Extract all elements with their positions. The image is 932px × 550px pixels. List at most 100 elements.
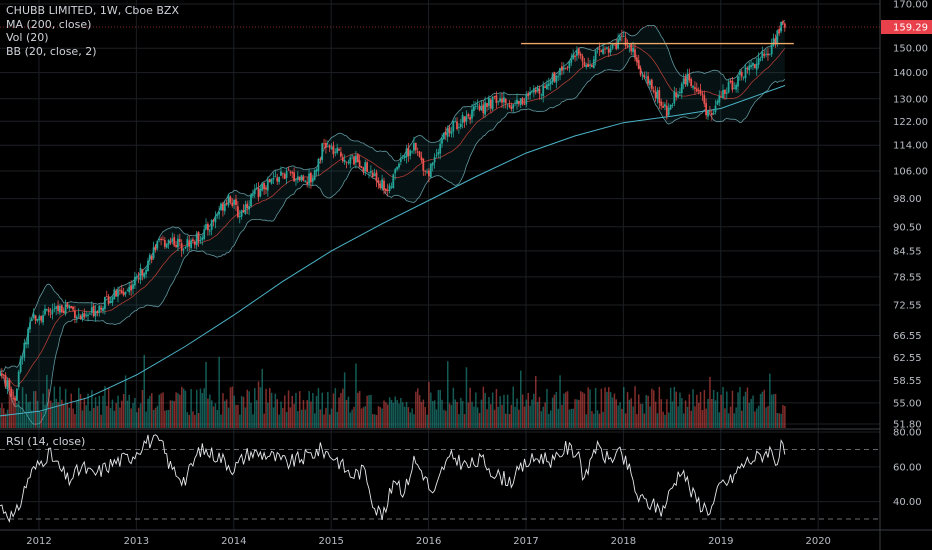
volume-bar bbox=[613, 393, 616, 428]
candle-body bbox=[778, 29, 781, 33]
candle-body bbox=[77, 314, 80, 316]
volume-bar bbox=[591, 411, 593, 428]
candle-body bbox=[259, 188, 262, 197]
candle-body bbox=[444, 132, 447, 136]
volume-bar bbox=[89, 410, 91, 428]
candle-body bbox=[315, 169, 318, 172]
candle-body bbox=[300, 175, 303, 181]
candle-body bbox=[120, 290, 123, 294]
volume-bar bbox=[334, 388, 337, 428]
bb-indicator-label[interactable]: BB (20, close, 2) bbox=[6, 44, 97, 58]
candle-body bbox=[753, 64, 756, 69]
candle-body bbox=[349, 157, 352, 164]
volume-bar bbox=[319, 409, 322, 428]
volume-bar bbox=[40, 411, 42, 428]
volume-bar bbox=[460, 397, 462, 428]
candle-body bbox=[673, 91, 676, 104]
candle-body bbox=[17, 371, 20, 387]
volume-bar bbox=[709, 377, 711, 428]
volume-bar bbox=[227, 407, 230, 428]
volume-bar bbox=[769, 373, 771, 428]
candle-body bbox=[557, 76, 560, 78]
volume-bar bbox=[76, 400, 78, 428]
volume-bar bbox=[33, 391, 35, 428]
rsi-indicator-label[interactable]: RSI (14, close) bbox=[6, 435, 86, 448]
volume-bar bbox=[514, 406, 516, 428]
volume-bar bbox=[192, 411, 194, 428]
candle-body bbox=[467, 114, 470, 117]
vol-indicator-label[interactable]: Vol (20) bbox=[6, 31, 49, 44]
volume-bar bbox=[454, 399, 456, 428]
volume-bar bbox=[445, 410, 447, 428]
volume-bar bbox=[593, 413, 595, 428]
volume-bar bbox=[690, 410, 692, 428]
candle-body bbox=[124, 291, 127, 295]
candle-body bbox=[167, 239, 170, 245]
volume-bar bbox=[304, 409, 307, 428]
candle-body bbox=[531, 90, 533, 92]
volume-bar bbox=[437, 390, 440, 428]
candle-body bbox=[381, 179, 383, 189]
volume-bar bbox=[242, 396, 245, 428]
volume-bar bbox=[270, 392, 273, 428]
volume-bar bbox=[733, 413, 735, 428]
ma-indicator-label[interactable]: MA (200, close) bbox=[6, 17, 92, 31]
candle-body bbox=[461, 115, 464, 123]
volume-bar bbox=[237, 404, 239, 428]
volume-bar bbox=[536, 401, 539, 428]
volume-bar bbox=[520, 370, 522, 428]
candle-body bbox=[782, 21, 784, 24]
candle-body bbox=[173, 237, 176, 246]
volume-bar bbox=[222, 393, 224, 428]
volume-bar bbox=[362, 407, 365, 428]
volume-bar bbox=[96, 406, 99, 428]
volume-bar bbox=[774, 393, 777, 428]
candle-body bbox=[34, 315, 37, 321]
time-tick-label: 2020 bbox=[805, 536, 830, 547]
candle-body bbox=[566, 67, 569, 69]
volume-bar bbox=[186, 412, 189, 428]
candle-body bbox=[583, 61, 586, 66]
candle-body bbox=[27, 329, 29, 345]
candle-body bbox=[639, 68, 642, 75]
symbol-title[interactable]: CHUBB LIMITED, 1W, Cboe BZX bbox=[6, 4, 179, 17]
candle-body bbox=[594, 50, 597, 61]
candle-body bbox=[212, 219, 215, 221]
candle-body bbox=[36, 319, 39, 321]
candle-body bbox=[429, 163, 432, 178]
candle-body bbox=[268, 179, 271, 183]
candle-body bbox=[403, 156, 406, 158]
candle-body bbox=[311, 178, 314, 182]
volume-bar bbox=[703, 390, 706, 428]
candle-body bbox=[433, 157, 436, 163]
candle-body bbox=[319, 159, 322, 161]
candle-body bbox=[675, 92, 678, 98]
candle-body bbox=[334, 151, 337, 153]
rsi-line bbox=[0, 434, 786, 523]
candle-body bbox=[383, 180, 385, 190]
volume-bar bbox=[668, 412, 670, 428]
candle-body bbox=[613, 44, 616, 46]
volume-bar bbox=[261, 368, 263, 428]
candle-body bbox=[42, 315, 44, 323]
volume-bar bbox=[287, 390, 290, 428]
candle-body bbox=[458, 127, 460, 128]
volume-bar bbox=[759, 393, 762, 428]
candle-body bbox=[757, 57, 760, 65]
volume-bar bbox=[107, 387, 110, 428]
volume-bar bbox=[600, 388, 603, 428]
volume-bar bbox=[257, 381, 260, 428]
volume-bar bbox=[602, 411, 604, 428]
candle-body bbox=[100, 307, 102, 310]
candle-body bbox=[201, 237, 204, 240]
candle-body bbox=[542, 85, 545, 97]
candle-body bbox=[377, 180, 380, 184]
candle-body bbox=[768, 54, 771, 56]
volume-bar bbox=[407, 407, 410, 428]
volume-bar bbox=[506, 394, 509, 428]
volume-bar bbox=[482, 386, 485, 428]
candle-body bbox=[343, 160, 346, 163]
candle-body bbox=[371, 172, 374, 178]
candle-body bbox=[313, 170, 316, 180]
